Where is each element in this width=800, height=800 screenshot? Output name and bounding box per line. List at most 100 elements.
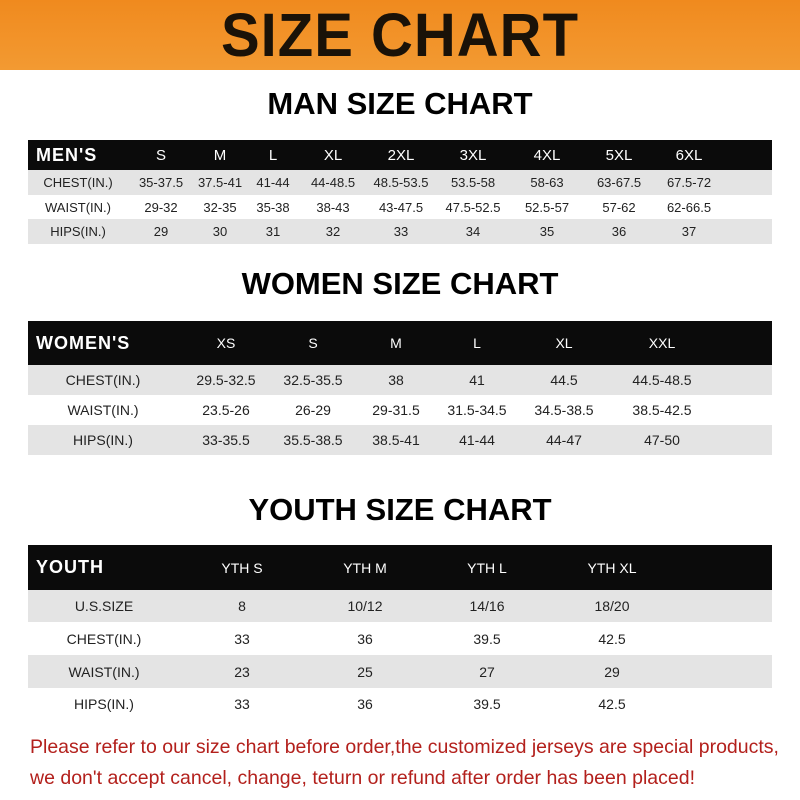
table-cell: 18/20 xyxy=(594,598,630,614)
table-cell: 44-47 xyxy=(546,432,582,448)
row-label: HIPS(IN.) xyxy=(73,432,133,448)
table-cell: 39.5 xyxy=(473,695,501,712)
size-header-cell: XL xyxy=(323,146,343,164)
table-cell: 67.5-72 xyxy=(666,175,712,190)
men-section-title: MAN SIZE CHART xyxy=(267,86,533,121)
table-cell: 37.5-41 xyxy=(197,175,243,190)
table-cell: 23 xyxy=(234,663,250,680)
table-cell: 36 xyxy=(357,630,373,647)
table-cell: 63-67.5 xyxy=(596,175,642,190)
table-title-cell: MEN'S xyxy=(36,144,98,165)
table-cell: 31 xyxy=(265,224,281,239)
table-cell: 48.5-53.5 xyxy=(373,175,429,190)
table-row: CHEST(IN.) 29.5-32.5 32.5-35.5 38 41 44.5 44.5… xyxy=(28,365,772,395)
size-header-cell: M xyxy=(390,335,402,351)
size-header-cell: XS xyxy=(216,335,236,351)
youth-size-table: YOUTH YTH S YTH M YTH L YTH XL U.S.SIZE 8 10/12… xyxy=(28,545,772,719)
row-label: WAIST(IN.) xyxy=(67,402,139,418)
row-label: HIPS(IN.) xyxy=(74,695,134,712)
table-row: HIPS(IN.) 29 30 31 32 33 34 35 36 37 xyxy=(28,219,772,244)
size-header-cell: L xyxy=(268,146,278,164)
table-cell: 33 xyxy=(234,695,250,712)
table-cell: 32.5-35.5 xyxy=(283,372,343,388)
row-label: CHEST(IN.) xyxy=(66,630,142,647)
size-header-cell: 4XL xyxy=(533,146,561,164)
table-cell: 30 xyxy=(212,224,228,239)
table-cell: 38.5-42.5 xyxy=(632,402,692,418)
row-label: CHEST(IN.) xyxy=(43,175,113,190)
table-cell: 44.5-48.5 xyxy=(632,372,692,388)
table-cell: 26-29 xyxy=(295,402,331,418)
order-notice: Please refer to our size chart before or… xyxy=(30,736,779,789)
men-size-table: MEN'S S M L XL 2XL 3XL 4XL 5XL 6XL CHEST(IN.) 35-37… xyxy=(28,140,772,244)
size-header-cell: M xyxy=(213,146,227,164)
table-row: WAIST(IN.) 23.5-26 26-29 29-31.5 31.5-34.5 34… xyxy=(28,395,772,425)
size-header-cell: YTH L xyxy=(467,559,507,576)
table-row: WAIST(IN.) 23 25 27 29 xyxy=(28,655,772,688)
table-cell: 8 xyxy=(238,598,246,614)
table-cell: 43-47.5 xyxy=(378,199,424,215)
size-header-cell: YTH M xyxy=(343,559,387,576)
table-cell: 36 xyxy=(611,224,627,239)
table-cell: 29 xyxy=(604,663,620,680)
table-cell: 38.5-41 xyxy=(372,432,420,448)
title-banner: SIZE CHART xyxy=(0,0,800,70)
table-cell: 35 xyxy=(539,224,555,239)
table-cell: 35.5-38.5 xyxy=(283,432,343,448)
table-row: CHEST(IN.) 35-37.5 37.5-41 41-44 44-48.5 48.5… xyxy=(28,170,772,195)
size-header-cell: S xyxy=(308,335,318,351)
table-cell: 44.5 xyxy=(550,372,578,388)
size-header-cell: S xyxy=(155,146,166,164)
table-cell: 10/12 xyxy=(347,598,383,614)
table-cell: 33 xyxy=(234,630,250,647)
table-cell: 37 xyxy=(681,224,697,239)
table-header-row: WOMEN'S XS S M L XL XXL xyxy=(28,321,772,365)
table-cell: 35-37.5 xyxy=(138,175,184,190)
table-cell: 47-50 xyxy=(644,432,680,448)
table-cell: 53.5-58 xyxy=(450,175,496,190)
table-cell: 38 xyxy=(388,372,404,388)
table-cell: 38-43 xyxy=(316,199,350,215)
table-cell: 44-48.5 xyxy=(310,175,356,190)
row-label: WAIST(IN.) xyxy=(45,199,111,215)
table-cell: 31.5-34.5 xyxy=(447,402,507,418)
table-cell: 57-62 xyxy=(602,199,636,215)
women-section-title: WOMEN SIZE CHART xyxy=(241,266,559,301)
table-cell: 34.5-38.5 xyxy=(534,402,594,418)
table-cell: 41 xyxy=(469,372,485,388)
table-cell: 58-63 xyxy=(530,175,564,190)
row-label: CHEST(IN.) xyxy=(65,372,141,388)
table-title-cell: WOMEN'S xyxy=(36,332,131,353)
youth-section-title: YOUTH SIZE CHART xyxy=(248,492,552,527)
row-label: WAIST(IN.) xyxy=(68,663,140,680)
table-cell: 32 xyxy=(325,224,341,239)
size-header-cell: YTH XL xyxy=(587,559,637,576)
table-cell: 23.5-26 xyxy=(202,402,250,418)
table-cell: 33 xyxy=(393,224,409,239)
table-cell: 52.5-57 xyxy=(524,199,570,215)
table-cell: 41-44 xyxy=(256,175,290,190)
size-header-cell: 6XL xyxy=(675,146,703,164)
row-label: HIPS(IN.) xyxy=(50,224,106,239)
table-title-cell: YOUTH xyxy=(36,557,104,577)
table-cell: 34 xyxy=(465,224,481,239)
table-cell: 36 xyxy=(357,695,373,712)
table-cell: 39.5 xyxy=(473,630,501,647)
table-header-row: MEN'S S M L XL 2XL 3XL 4XL 5XL 6XL xyxy=(28,140,772,170)
page-title: SIZE CHART xyxy=(221,0,579,70)
table-row: HIPS(IN.) 33-35.5 35.5-38.5 38.5-41 41-44 44-… xyxy=(28,425,772,455)
size-header-cell: 2XL xyxy=(387,146,415,164)
women-size-table: WOMEN'S XS S M L XL XXL CHEST(IN.) 29.5-32.5 32.5… xyxy=(28,321,772,455)
table-cell: 47.5-52.5 xyxy=(445,199,501,215)
table-cell: 29 xyxy=(153,224,169,239)
size-header-cell: L xyxy=(473,335,481,351)
size-header-cell: XL xyxy=(555,335,573,351)
table-cell: 42.5 xyxy=(598,630,626,647)
table-cell: 14/16 xyxy=(469,598,505,614)
row-label: U.S.SIZE xyxy=(74,598,134,614)
table-cell: 29-32 xyxy=(144,199,178,215)
table-cell: 62-66.5 xyxy=(666,199,712,215)
table-cell: 29-31.5 xyxy=(372,402,420,418)
table-cell: 42.5 xyxy=(598,695,626,712)
table-cell: 33-35.5 xyxy=(202,432,250,448)
